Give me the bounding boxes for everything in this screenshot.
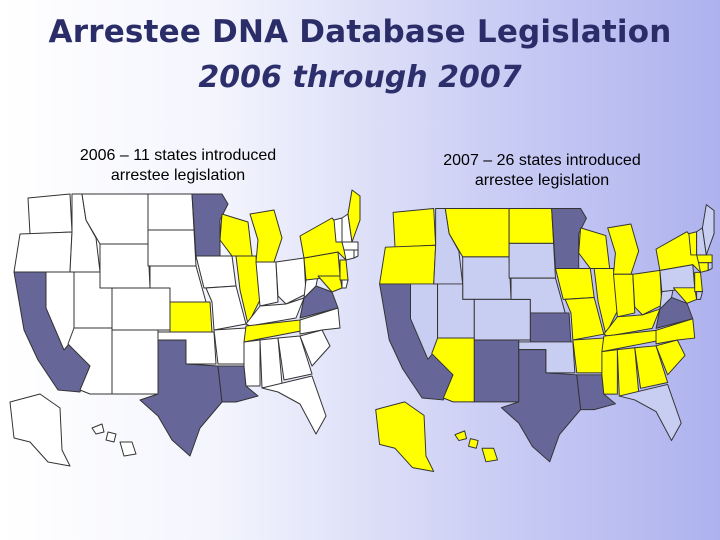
state-tx-2006-existing — [139, 339, 223, 457]
state-ga-2006-none — [277, 335, 313, 381]
state-wa-2007-introduced — [392, 208, 437, 248]
state-or-2006-none — [13, 231, 73, 273]
state-hi-2006-none — [91, 423, 137, 457]
state-mi-2007-introduced — [607, 223, 640, 275]
state-va-2007-existing — [655, 296, 694, 329]
state-fl-2007-none — [618, 383, 682, 442]
state-nd-2007-introduced — [508, 208, 555, 244]
state-ak-2006-none — [9, 393, 71, 467]
state-vt-2007-introduced — [688, 231, 698, 256]
state-mo-2007-introduced — [564, 296, 605, 341]
caption-2007-line2: arrestee legislation — [474, 172, 610, 189]
state-sd-2006-none — [147, 229, 197, 267]
state-hi-2007-introduced — [454, 430, 498, 463]
state-fl-2006-none — [261, 375, 327, 435]
state-co-2007-none — [473, 298, 531, 341]
caption-2007: 2007 – 26 states introduced arrestee leg… — [392, 151, 692, 191]
state-sd-2007-none — [508, 242, 556, 279]
state-in-2006-none — [255, 261, 279, 307]
state-ma-2006-none — [341, 241, 359, 251]
state-vt-2006-none — [333, 217, 343, 243]
state-wa-2006-none — [27, 193, 73, 235]
state-tx-2007-existing — [500, 349, 582, 463]
state-ia-2007-introduced — [555, 267, 595, 300]
state-ma-2007-introduced — [696, 254, 713, 264]
state-de-2006-none — [341, 279, 349, 289]
state-ri-2007-none — [707, 262, 713, 271]
caption-2006-line1: 2006 – 11 states introduced — [79, 147, 277, 164]
state-de-2007-none — [696, 291, 703, 300]
us-map-2007 — [375, 204, 715, 472]
state-co-2006-none — [111, 287, 171, 331]
state-nj-2006-introduced — [339, 259, 349, 281]
state-il-2006-introduced — [235, 255, 261, 325]
state-mi-2006-introduced — [249, 209, 283, 263]
state-sc-2007-introduced — [655, 339, 686, 376]
state-ct-2006-none — [343, 249, 355, 261]
state-ia-2006-none — [195, 255, 237, 289]
state-sc-2006-none — [299, 329, 331, 367]
state-mo-2006-none — [205, 285, 247, 331]
state-ks-2007-existing — [529, 312, 572, 343]
state-wi-2007-introduced — [578, 227, 611, 269]
state-me-2006-introduced — [347, 189, 361, 243]
state-me-2007-none — [701, 204, 715, 256]
state-ks-2006-introduced — [169, 301, 213, 333]
state-oh-2006-none — [275, 257, 307, 305]
state-ar-2007-introduced — [572, 337, 605, 374]
state-ar-2006-none — [213, 327, 247, 365]
state-ak-2007-introduced — [375, 401, 435, 472]
state-wy-2007-none — [462, 256, 512, 300]
state-nj-2007-introduced — [694, 271, 703, 293]
state-ms-2007-introduced — [601, 349, 618, 395]
state-ri-2006-none — [353, 249, 359, 259]
state-nm-2006-none — [111, 329, 159, 395]
state-nd-2006-none — [147, 193, 195, 231]
state-ga-2007-introduced — [634, 345, 669, 389]
state-va-2006-existing — [299, 285, 339, 319]
slide-subtitle: 2006 through 2007 — [198, 60, 522, 95]
slide-title: Arrestee DNA Database Legislation — [48, 14, 672, 50]
caption-2006-line2: arrestee legislation — [110, 167, 246, 184]
state-or-2007-introduced — [379, 244, 437, 285]
state-wi-2006-introduced — [219, 213, 253, 257]
state-il-2007-introduced — [593, 267, 618, 335]
state-wy-2006-none — [99, 243, 151, 289]
us-map-2006 — [9, 189, 361, 467]
state-oh-2007-introduced — [632, 269, 663, 316]
caption-2006: 2006 – 11 states introduced arrestee leg… — [28, 146, 328, 186]
state-in-2007-introduced — [613, 273, 636, 318]
state-ms-2006-none — [243, 339, 261, 387]
state-ct-2007-introduced — [698, 262, 709, 273]
caption-2007-line1: 2007 – 26 states introduced — [443, 152, 641, 169]
state-nm-2007-existing — [473, 339, 520, 403]
